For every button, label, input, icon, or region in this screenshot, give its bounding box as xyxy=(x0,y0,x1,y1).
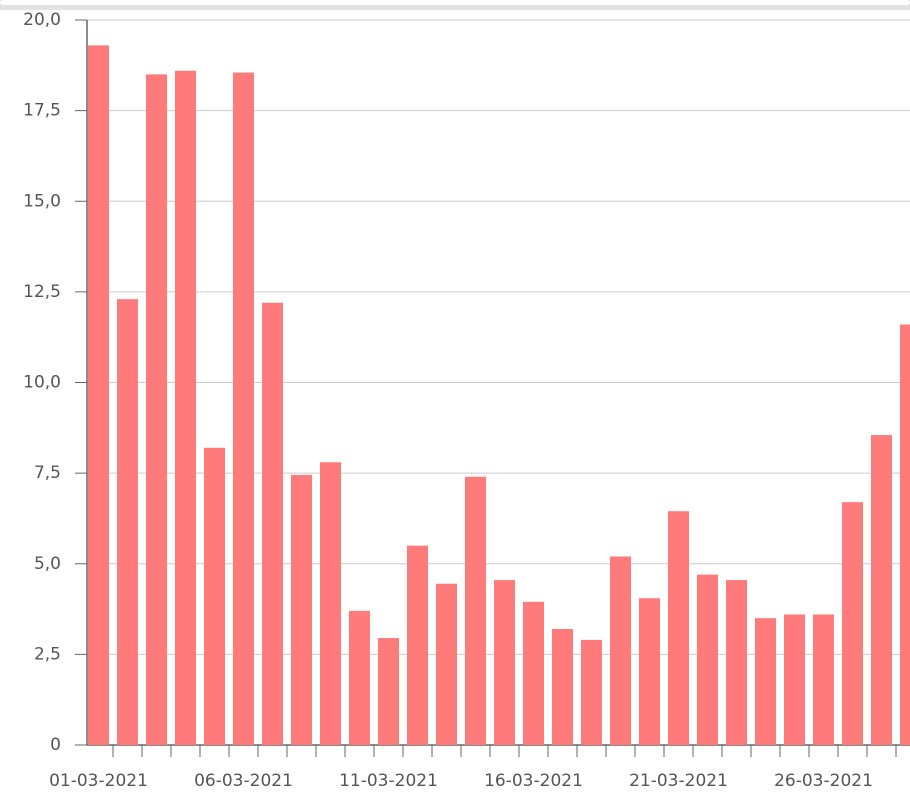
bar xyxy=(320,462,341,745)
bar xyxy=(813,614,834,745)
bar xyxy=(523,601,544,745)
y-tick-label: 15,0 xyxy=(23,191,61,211)
y-tick-label: 2,5 xyxy=(34,644,61,664)
bar xyxy=(900,324,910,745)
bar xyxy=(378,638,399,745)
y-tick-label: 20,0 xyxy=(23,10,61,30)
x-tick-label: 26-03-2021 xyxy=(774,771,873,791)
bar xyxy=(407,545,428,745)
bar xyxy=(436,583,457,745)
bar xyxy=(291,474,312,745)
y-tick-label: 0 xyxy=(50,735,61,755)
bar xyxy=(581,639,602,745)
x-tick-label: 01-03-2021 xyxy=(49,771,148,791)
bar xyxy=(233,72,254,745)
x-tick-label: 06-03-2021 xyxy=(194,771,293,791)
bar xyxy=(494,580,515,745)
bar xyxy=(784,614,805,745)
bar xyxy=(668,511,689,745)
bar xyxy=(204,447,225,745)
top-frame-inner xyxy=(0,0,910,5)
y-tick-label: 12,5 xyxy=(23,282,61,302)
x-tick-label: 21-03-2021 xyxy=(629,771,728,791)
y-tick-label: 5,0 xyxy=(34,554,61,574)
x-tick-label: 11-03-2021 xyxy=(339,771,438,791)
bar xyxy=(117,299,138,745)
bar xyxy=(88,45,109,745)
bar xyxy=(552,629,573,745)
bar xyxy=(871,435,892,745)
y-tick-label: 17,5 xyxy=(23,101,61,121)
y-tick-label: 7,5 xyxy=(34,463,61,483)
y-tick-label: 10,0 xyxy=(23,373,61,393)
bar xyxy=(697,574,718,745)
bar xyxy=(175,70,196,745)
bar xyxy=(755,618,776,745)
bar xyxy=(465,476,486,745)
x-tick-label: 16-03-2021 xyxy=(484,771,583,791)
bar xyxy=(726,580,747,745)
bar xyxy=(262,302,283,745)
bar xyxy=(842,502,863,745)
bar xyxy=(639,598,660,745)
bar xyxy=(349,610,370,745)
bar xyxy=(610,556,631,745)
bar xyxy=(146,74,167,745)
